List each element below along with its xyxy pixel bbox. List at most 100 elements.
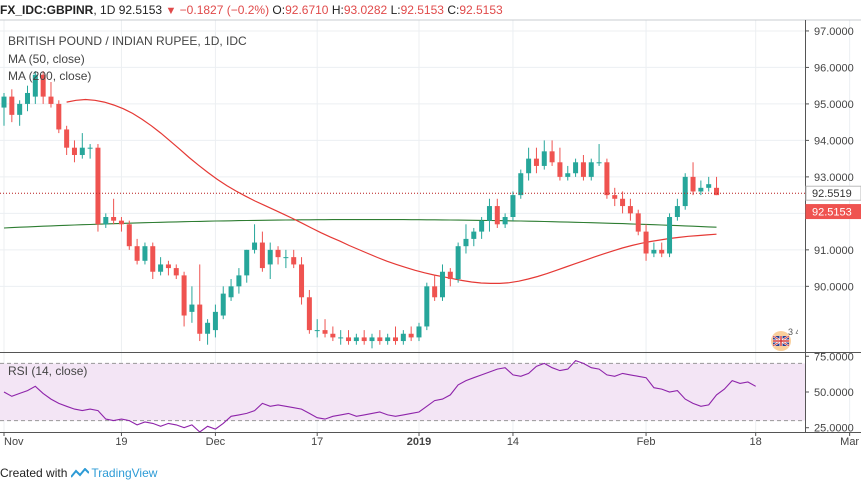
- candle-body: [197, 304, 203, 334]
- candle: [526, 147, 532, 181]
- candle: [698, 180, 704, 196]
- price-tick-label: 94.0000: [814, 135, 854, 147]
- candle: [667, 213, 673, 258]
- candle: [150, 242, 156, 280]
- candle: [377, 330, 383, 345]
- rsi-legend[interactable]: RSI (14, close): [8, 364, 88, 378]
- candle: [103, 213, 109, 228]
- candle-body: [557, 162, 563, 177]
- candle: [502, 213, 508, 228]
- candle-body: [541, 151, 547, 166]
- candle: [330, 326, 336, 342]
- close-value: 92.5153: [459, 3, 503, 17]
- time-tick-label: Nov: [4, 436, 24, 448]
- candle: [518, 169, 524, 199]
- rsi-layer: [3, 359, 756, 432]
- symbol-header: FX_IDC:GBPINR, 1D 92.5153 ▼ −0.1827 (−0.…: [0, 3, 503, 17]
- candle-body: [95, 147, 101, 225]
- candle: [620, 191, 626, 214]
- interval[interactable]: 1D: [100, 3, 116, 17]
- candle-body: [142, 246, 148, 261]
- candle-body: [267, 249, 273, 265]
- candle-body: [9, 96, 15, 115]
- footer: Created with TradingView: [0, 466, 157, 480]
- candle: [674, 198, 680, 221]
- time-tick-label: Mar: [840, 436, 859, 448]
- candle: [87, 144, 93, 159]
- candle: [604, 158, 610, 199]
- candle: [314, 319, 320, 338]
- candle: [424, 282, 430, 331]
- candle-body: [659, 249, 665, 254]
- candle: [17, 100, 23, 126]
- candle-body: [71, 147, 77, 155]
- candle-body: [667, 217, 673, 254]
- candle-body: [165, 264, 171, 269]
- candle: [158, 257, 164, 276]
- candle-body: [651, 249, 657, 254]
- candle-body: [56, 103, 62, 130]
- candle: [400, 330, 406, 345]
- candle: [79, 133, 85, 159]
- candle-body: [408, 333, 414, 338]
- candle: [541, 140, 547, 170]
- last-price-label: 92.5153: [812, 207, 852, 219]
- candle-body: [533, 158, 539, 166]
- candle-body: [338, 337, 344, 339]
- candle-body: [393, 337, 398, 342]
- candle: [111, 198, 117, 225]
- ma50-legend[interactable]: MA (50, close): [8, 52, 85, 66]
- candle-body: [361, 337, 367, 342]
- candle-body: [588, 162, 594, 177]
- high-value: 93.0282: [343, 3, 388, 17]
- high-label: H:: [331, 3, 344, 17]
- candle-body: [643, 231, 649, 254]
- candle: [134, 238, 140, 265]
- candle: [627, 198, 633, 221]
- open-value: 92.6710: [285, 3, 329, 17]
- candle-body: [502, 217, 508, 225]
- last-price-label-bg: [805, 204, 861, 220]
- candle-body: [635, 213, 641, 232]
- symbol-name[interactable]: FX_IDC:GBPINR: [0, 3, 94, 17]
- candle-body: [259, 242, 265, 269]
- candle: [714, 176, 720, 196]
- candle-body: [690, 176, 696, 192]
- price-change: −0.1827 (−0.2%): [179, 3, 270, 17]
- candle-body: [173, 268, 179, 276]
- candle-body: [369, 337, 375, 342]
- tradingview-link[interactable]: TradingView: [91, 466, 158, 480]
- candle: [142, 242, 148, 265]
- uk-flag-event-icon[interactable]: 3 4: [768, 326, 798, 352]
- candle: [56, 100, 62, 134]
- candle-body: [291, 257, 297, 265]
- rsi-band: [0, 363, 805, 421]
- candle: [361, 330, 367, 345]
- ma200-legend[interactable]: MA (200, close): [8, 69, 92, 83]
- created-with-text: Created with: [0, 466, 68, 480]
- down-triangle-icon: ▼: [165, 5, 177, 17]
- candle: [259, 231, 265, 272]
- candle: [291, 249, 297, 269]
- candle-body: [580, 162, 586, 177]
- candle-body: [299, 264, 305, 298]
- candle-body: [252, 242, 258, 250]
- candle-body: [377, 337, 383, 342]
- price-tick-label: 90.0000: [814, 281, 854, 293]
- candle-body: [573, 162, 579, 174]
- candle: [408, 326, 414, 342]
- rsi-tick-label: 50.0000: [814, 387, 854, 399]
- low-value: 92.5153: [400, 3, 444, 17]
- candle: [236, 268, 242, 294]
- candle: [205, 319, 211, 345]
- candle: [346, 330, 352, 345]
- candle: [580, 154, 586, 181]
- candle: [299, 257, 305, 305]
- candle-body: [87, 147, 93, 149]
- ma200-line: [3, 219, 717, 229]
- candle-body: [118, 220, 124, 225]
- candle: [416, 322, 422, 342]
- price-tick-label: 95.0000: [814, 99, 854, 111]
- candle: [455, 242, 461, 283]
- candle: [48, 82, 54, 108]
